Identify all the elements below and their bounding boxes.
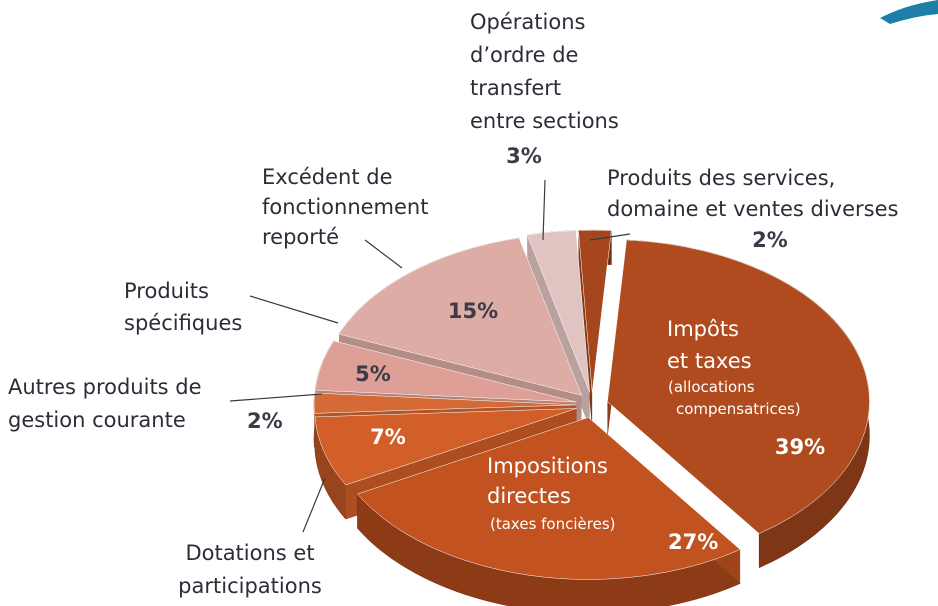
category-label: fonctionnement (262, 195, 428, 219)
slice (578, 229, 612, 393)
slice (314, 340, 577, 403)
category-label: Impositions (487, 454, 608, 478)
slice-side-front (578, 230, 593, 427)
value-label: 7% (370, 425, 406, 449)
category-label: Opérations (470, 10, 585, 34)
category-sublabel: (allocations (668, 378, 755, 396)
slice (314, 408, 577, 486)
category-label: domaine et ventes diverses (607, 197, 898, 221)
category-label: Produits (124, 279, 209, 303)
leader-line (542, 179, 546, 241)
category-label: Autres produits de (8, 375, 202, 399)
category-label: transfert (470, 76, 561, 100)
value-label: 5% (355, 362, 391, 386)
category-label: entre sections (470, 109, 619, 133)
slice (338, 237, 582, 396)
leader-line (249, 295, 339, 324)
slice (607, 239, 870, 534)
category-label: Excédent de (262, 165, 393, 189)
category-sublabel: (taxes foncières) (490, 515, 616, 533)
category-label: gestion courante (8, 408, 186, 432)
category-label: et taxes (667, 349, 752, 373)
slice (313, 392, 577, 414)
slice (526, 230, 590, 393)
value-label: 15% (448, 299, 498, 323)
category-label: Impôts (667, 317, 739, 341)
category-label: reporté (262, 225, 339, 249)
value-label: 2% (752, 228, 788, 252)
slice (357, 417, 741, 580)
corner-decoration (880, 0, 938, 24)
value-label: 27% (668, 530, 718, 554)
category-label: Dotations et (185, 541, 314, 565)
category-label: d’ordre de (470, 43, 578, 67)
leader-line (229, 393, 323, 402)
leader-line (302, 477, 326, 533)
value-label: 3% (506, 144, 542, 168)
category-label: spécifiques (124, 311, 242, 335)
category-label: directes (487, 484, 571, 508)
category-label: participations (178, 574, 322, 598)
value-label: 39% (775, 435, 825, 459)
category-label: Produits des services, (607, 166, 835, 190)
leader-line (364, 239, 403, 269)
leader-line (589, 233, 631, 241)
value-label: 2% (247, 409, 283, 433)
category-sublabel: compensatrices) (676, 400, 801, 418)
